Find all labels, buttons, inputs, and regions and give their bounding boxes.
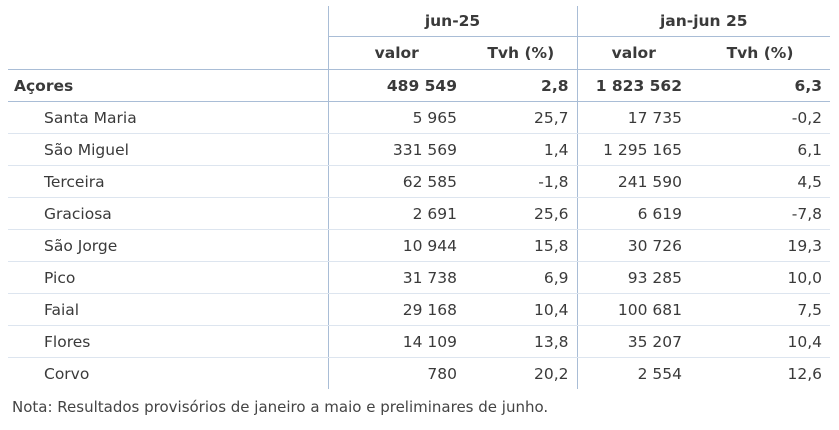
sub-header: Tvh (%) (690, 36, 831, 70)
value-cell: 19,3 (690, 229, 831, 262)
value-cell: 62 585 (327, 165, 465, 198)
row-label: Flores (8, 325, 328, 358)
table-row: São Jorge 10 944 15,8 30 726 19,3 (8, 229, 831, 262)
table-row: Açores 489 549 2,8 1 823 562 6,3 (8, 69, 831, 102)
group-header: jun-25 (327, 6, 578, 37)
value-cell: 5 965 (327, 101, 465, 134)
table-head: jun-25 jan-jun 25 valor Tvh (%) valor Tv… (8, 6, 831, 70)
value-cell: 35 207 (576, 325, 691, 358)
table-body: Açores 489 549 2,8 1 823 562 6,3 Santa Maria 5… (8, 69, 831, 389)
group-header-row: jun-25 jan-jun 25 (8, 6, 831, 37)
value-cell: 1,4 (465, 133, 578, 166)
row-label: Graciosa (8, 197, 328, 230)
row-label: São Jorge (8, 229, 328, 262)
value-cell: 17 735 (576, 101, 691, 134)
value-cell: 10,4 (690, 325, 831, 358)
value-cell: 7,5 (690, 293, 831, 326)
table-row: Corvo 780 20,2 2 554 12,6 (8, 357, 830, 389)
row-label: Corvo (44, 364, 90, 383)
sub-header: valor (576, 36, 691, 70)
table-row: Faial 29 168 10,4 100 681 7,5 (8, 293, 831, 326)
value-cell: 29 168 (327, 293, 465, 326)
value-cell: 6 619 (576, 197, 691, 230)
value-cell: 6,3 (690, 69, 831, 102)
value-cell: 100 681 (576, 293, 691, 326)
value-cell: 1 295 165 (576, 133, 691, 166)
value-cell: -1,8 (465, 165, 578, 198)
value-cell: 2,8 (465, 69, 578, 102)
row-label: Açores (8, 69, 328, 102)
empty-cell (8, 36, 328, 70)
row-label: Faial (8, 293, 328, 326)
value-cell: 780 (327, 357, 465, 389)
value-cell: 31 738 (327, 261, 465, 294)
row-label: Terceira (8, 165, 328, 198)
value-cell: 10,4 (465, 293, 578, 326)
value-cell: 331 569 (327, 133, 465, 166)
table-row: Santa Maria 5 965 25,7 17 735 -0,2 (8, 101, 831, 134)
sub-header-row: valor Tvh (%) valor Tvh (%) (8, 36, 831, 70)
sub-header: Tvh (%) (465, 36, 578, 70)
value-cell: 15,8 (465, 229, 578, 262)
value-cell: -7,8 (690, 197, 831, 230)
value-cell: 12,6 (787, 364, 823, 383)
value-cell: 30 726 (576, 229, 691, 262)
table-row: Pico 31 738 6,9 93 285 10,0 (8, 261, 831, 294)
row-label: Pico (8, 261, 328, 294)
table-row: Terceira 62 585 -1,8 241 590 4,5 (8, 165, 831, 198)
sub-header: valor (327, 36, 465, 70)
table-row: São Miguel 331 569 1,4 1 295 165 6,1 (8, 133, 831, 166)
row-label: São Miguel (8, 133, 328, 166)
value-cell: 93 285 (576, 261, 691, 294)
data-table: jun-25 jan-jun 25 valor Tvh (%) valor Tv… (8, 6, 831, 389)
value-cell: 14 109 (327, 325, 465, 358)
value-cell: 6,9 (465, 261, 578, 294)
value-cell: 10 944 (327, 229, 465, 262)
value-cell: 241 590 (576, 165, 691, 198)
value-cell: 10,0 (690, 261, 831, 294)
value-cell: 489 549 (327, 69, 465, 102)
empty-cell (8, 6, 328, 37)
footnote: Nota: Resultados provisórios de janeiro … (12, 398, 549, 416)
value-cell: 20,2 (534, 364, 569, 383)
value-cell: 2 554 (576, 357, 691, 389)
value-cell: 13,8 (465, 325, 578, 358)
row-label: Santa Maria (8, 101, 328, 134)
value-cell: 25,7 (465, 101, 578, 134)
table-row: Flores 14 109 13,8 35 207 10,4 (8, 325, 831, 358)
value-cell: 25,6 (465, 197, 578, 230)
value-cell: -0,2 (690, 101, 831, 134)
value-cell: 6,1 (690, 133, 831, 166)
value-cell: 2 691 (327, 197, 465, 230)
value-cell: 4,5 (690, 165, 831, 198)
value-cell: 1 823 562 (576, 69, 691, 102)
table-row: Graciosa 2 691 25,6 6 619 -7,8 (8, 197, 831, 230)
group-header: jan-jun 25 (576, 6, 831, 37)
